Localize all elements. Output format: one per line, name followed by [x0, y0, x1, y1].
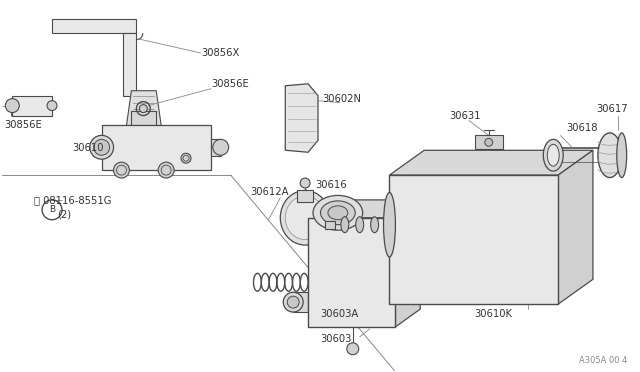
- Ellipse shape: [356, 217, 364, 232]
- Ellipse shape: [313, 195, 363, 230]
- Circle shape: [284, 292, 303, 312]
- Ellipse shape: [341, 217, 349, 232]
- Text: 30603A: 30603A: [320, 309, 358, 319]
- Circle shape: [484, 138, 493, 146]
- Circle shape: [47, 101, 57, 110]
- Ellipse shape: [383, 192, 396, 257]
- Circle shape: [347, 343, 358, 355]
- Text: 30856E: 30856E: [4, 121, 42, 131]
- Polygon shape: [124, 33, 136, 96]
- Ellipse shape: [328, 206, 348, 220]
- Text: 30856X: 30856X: [201, 48, 239, 58]
- Circle shape: [140, 105, 147, 113]
- Text: 30603: 30603: [320, 334, 351, 344]
- Ellipse shape: [617, 133, 627, 177]
- Circle shape: [158, 162, 174, 178]
- Text: 30856E: 30856E: [211, 79, 248, 89]
- Bar: [211, 140, 221, 156]
- Text: 30610K: 30610K: [474, 309, 512, 319]
- Ellipse shape: [547, 144, 559, 166]
- Circle shape: [213, 140, 228, 155]
- Bar: [325, 221, 335, 229]
- Bar: [390, 175, 558, 304]
- Ellipse shape: [543, 140, 563, 171]
- Ellipse shape: [371, 217, 378, 232]
- Polygon shape: [131, 110, 156, 125]
- Text: (2): (2): [57, 210, 71, 220]
- Polygon shape: [396, 200, 420, 327]
- Polygon shape: [285, 84, 318, 152]
- Circle shape: [300, 178, 310, 188]
- Polygon shape: [558, 150, 593, 304]
- Bar: [308, 218, 396, 327]
- Circle shape: [287, 296, 299, 308]
- Circle shape: [5, 99, 19, 113]
- Text: 30617: 30617: [596, 103, 628, 113]
- Text: A305A 00 4: A305A 00 4: [579, 356, 628, 365]
- Circle shape: [93, 140, 109, 155]
- Text: 30631: 30631: [449, 110, 481, 121]
- Polygon shape: [308, 200, 420, 218]
- Ellipse shape: [285, 196, 325, 240]
- Text: Ⓑ 08116-8551G: Ⓑ 08116-8551G: [34, 195, 111, 205]
- Ellipse shape: [280, 190, 330, 245]
- Text: 30612A: 30612A: [250, 187, 289, 197]
- Circle shape: [90, 135, 113, 159]
- Text: 30602N: 30602N: [322, 94, 361, 104]
- Text: B: B: [49, 205, 55, 214]
- Polygon shape: [127, 91, 161, 125]
- Polygon shape: [52, 19, 136, 33]
- Ellipse shape: [598, 133, 621, 177]
- Circle shape: [181, 153, 191, 163]
- Polygon shape: [293, 292, 308, 312]
- Ellipse shape: [321, 201, 355, 225]
- Bar: [475, 135, 502, 149]
- Polygon shape: [390, 150, 593, 175]
- Text: 30610: 30610: [72, 143, 104, 153]
- Polygon shape: [12, 96, 52, 116]
- Bar: [102, 125, 211, 170]
- Text: 30618: 30618: [566, 124, 598, 134]
- Bar: [297, 190, 313, 202]
- Text: 30616: 30616: [315, 180, 347, 190]
- Circle shape: [113, 162, 129, 178]
